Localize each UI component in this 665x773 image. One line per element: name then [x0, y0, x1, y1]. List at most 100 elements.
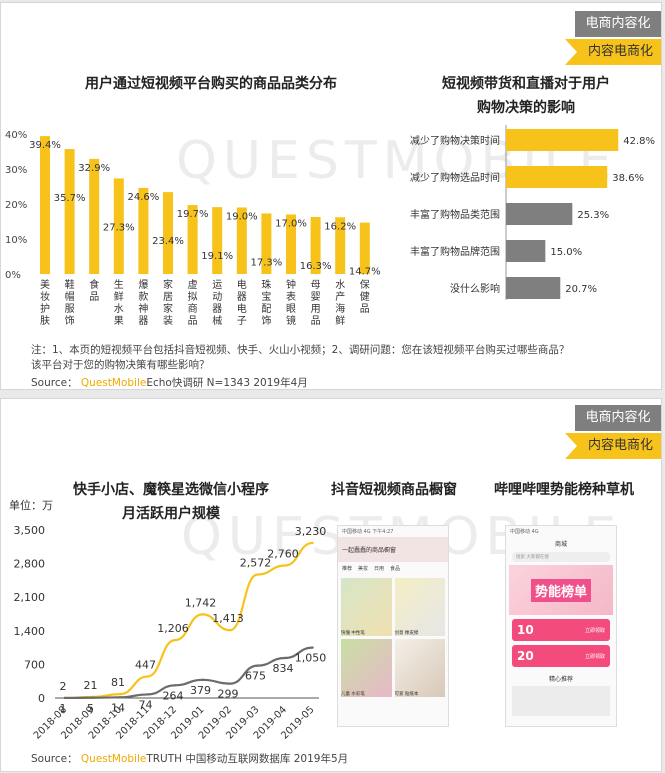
unit-label: 单位：万	[9, 498, 53, 512]
phone1-tab: 推荐	[342, 566, 353, 572]
category-label-char: 婴	[311, 291, 321, 303]
y-tick-label: 2,100	[14, 591, 46, 604]
category-label-char: 运	[212, 279, 222, 291]
bar	[89, 158, 100, 274]
tag-content-ecommerce-2: 内容电商化	[565, 433, 661, 459]
category-label-char: 镜	[286, 314, 296, 327]
douyin-screenshot: 中国移动 4G 下午4:27 一起蠢蠢的商品橱窗 推荐 美妆 日用 食品 快懂 …	[337, 525, 449, 727]
category-label-char: 生	[114, 278, 124, 291]
coupon-text: 立即领取	[584, 653, 605, 660]
phone1-tab: 日用	[374, 566, 385, 572]
line-chart-title-line1: 快手小店、魔筷星选微信小程序	[73, 482, 269, 498]
point-value-label: 21	[84, 679, 98, 692]
source: Source： QuestMobileEcho快调研 N=1343 2019年4…	[31, 375, 308, 389]
category-label-char: 产	[335, 290, 345, 303]
product-caption: 快懂 中性笔	[341, 631, 365, 636]
series-point	[173, 638, 177, 642]
category-label-char: 肤	[40, 314, 50, 327]
source-text: Echo快调研 N=1343 2019年4月	[146, 377, 308, 389]
category-label-char: 家	[163, 302, 173, 315]
tag-content-ecommerce: 内容电商化	[565, 39, 661, 65]
coupon-value: 20	[517, 649, 534, 663]
category-label-char: 电	[237, 302, 247, 315]
phone2-status: 中国移动 4G	[510, 529, 539, 535]
category-label-char: 钟	[286, 278, 296, 291]
category-label-char: 配	[261, 303, 271, 315]
series-line	[64, 646, 313, 700]
y-tick-label: 0	[38, 692, 45, 705]
phone1-tabs: 推荐 美妆 日用 食品	[338, 562, 448, 575]
point-value-label: 74	[139, 698, 153, 711]
series-point	[311, 541, 314, 545]
series-point	[283, 656, 287, 660]
point-value-label: 81	[111, 676, 125, 689]
category-label-char: 服	[65, 303, 75, 315]
hbar-value-label: 42.8%	[623, 136, 655, 147]
bar-value-label: 32.9%	[78, 163, 110, 174]
hbar-value-label: 15.0%	[550, 247, 582, 258]
category-panel: QUESTMOBILE 电商内容化 内容电商化 用户通过短视频平台购买的商品品类…	[0, 2, 662, 390]
source-label: Source：	[31, 377, 78, 389]
source-2: Source： QuestMobileTRUTH 中国移动互联网数据库 2019…	[31, 751, 348, 766]
category-label-char: 鲜	[335, 314, 345, 327]
series-point	[228, 682, 232, 685]
category-label-char: 饰	[65, 314, 75, 327]
hbar-category-label: 丰富了购物品类范围	[410, 208, 500, 221]
bar-value-label: 23.4%	[152, 236, 184, 247]
phone1-tab: 食品	[390, 566, 401, 572]
line-chart-title-line2: 月活跃用户规模	[122, 506, 220, 522]
note: 注：1、本页的短视频平台包括抖音短视频、快手、火山小视频；2、调研问题：您在该短…	[31, 343, 569, 373]
bar	[261, 213, 272, 274]
product-tile: 快懂 中性笔	[341, 578, 392, 636]
series-point	[118, 696, 122, 699]
source-text-2: TRUTH 中国移动互联网数据库 2019年5月	[146, 753, 349, 765]
bar	[212, 207, 223, 274]
category-label-char: 鲜	[114, 290, 124, 303]
bar	[187, 205, 198, 274]
tag-ecommerce-content-2: 电商内容化	[575, 405, 661, 431]
category-label-char: 商	[188, 302, 198, 315]
category-label-char: 用	[311, 304, 321, 315]
bar	[310, 216, 321, 274]
category-label-char: 食	[89, 278, 99, 291]
bar	[359, 222, 370, 274]
phone1-tab: 美妆	[358, 566, 369, 572]
phone1-status: 中国移动 4G 下午4:27	[342, 529, 394, 535]
category-label-char: 动	[212, 291, 222, 303]
hbar	[506, 166, 608, 188]
bar	[40, 136, 50, 274]
category-label-char: 品	[311, 315, 321, 327]
y-tick-label: 40%	[5, 130, 27, 141]
phone1-header: 一起蠢蠢的商品橱窗	[338, 537, 448, 562]
category-label-char: 品	[360, 303, 370, 315]
category-label-char: 虚	[188, 279, 198, 291]
bilibili-screenshot: 中国移动 4G 商城 搜索 大家都在搜 势能榜单 10 立即领取 20 立即领取…	[505, 525, 617, 727]
point-value-label: 264	[163, 689, 184, 702]
bar-value-label: 17.0%	[275, 219, 307, 230]
category-label-char: 珠	[261, 278, 271, 291]
point-value-label: 1	[60, 702, 67, 715]
coupon-value: 10	[517, 623, 534, 637]
category-label-char: 家	[163, 278, 173, 291]
category-label-char: 电	[237, 278, 247, 291]
bar	[138, 187, 149, 274]
point-value-label: 2,760	[267, 548, 299, 561]
category-label-char: 宝	[261, 290, 271, 303]
tag-ecommerce-content: 电商内容化	[575, 11, 661, 37]
bar-value-label: 19.0%	[226, 212, 258, 223]
phone2-banner: 势能榜单	[509, 565, 613, 615]
coupon: 10 立即领取	[512, 619, 610, 641]
point-value-label: 675	[245, 670, 266, 683]
phone2-product	[512, 686, 610, 716]
mau-panel: QUESTMOBILE 电商内容化 内容电商化 快手小店、魔筷星选微信小程序 月…	[0, 398, 662, 772]
left-chart-title: 用户通过短视频平台购买的商品品类分布	[85, 76, 337, 92]
product-caption: 创意 橡皮擦	[394, 631, 419, 636]
product-tile: 创意 橡皮擦	[394, 578, 445, 636]
product-tile: 儿童 水彩笔	[341, 639, 392, 697]
series-point	[283, 564, 287, 567]
category-label-char: 健	[360, 291, 370, 303]
point-value-label: 447	[135, 659, 156, 672]
bar-value-label: 17.3%	[251, 257, 283, 268]
point-value-label: 299	[218, 688, 239, 701]
